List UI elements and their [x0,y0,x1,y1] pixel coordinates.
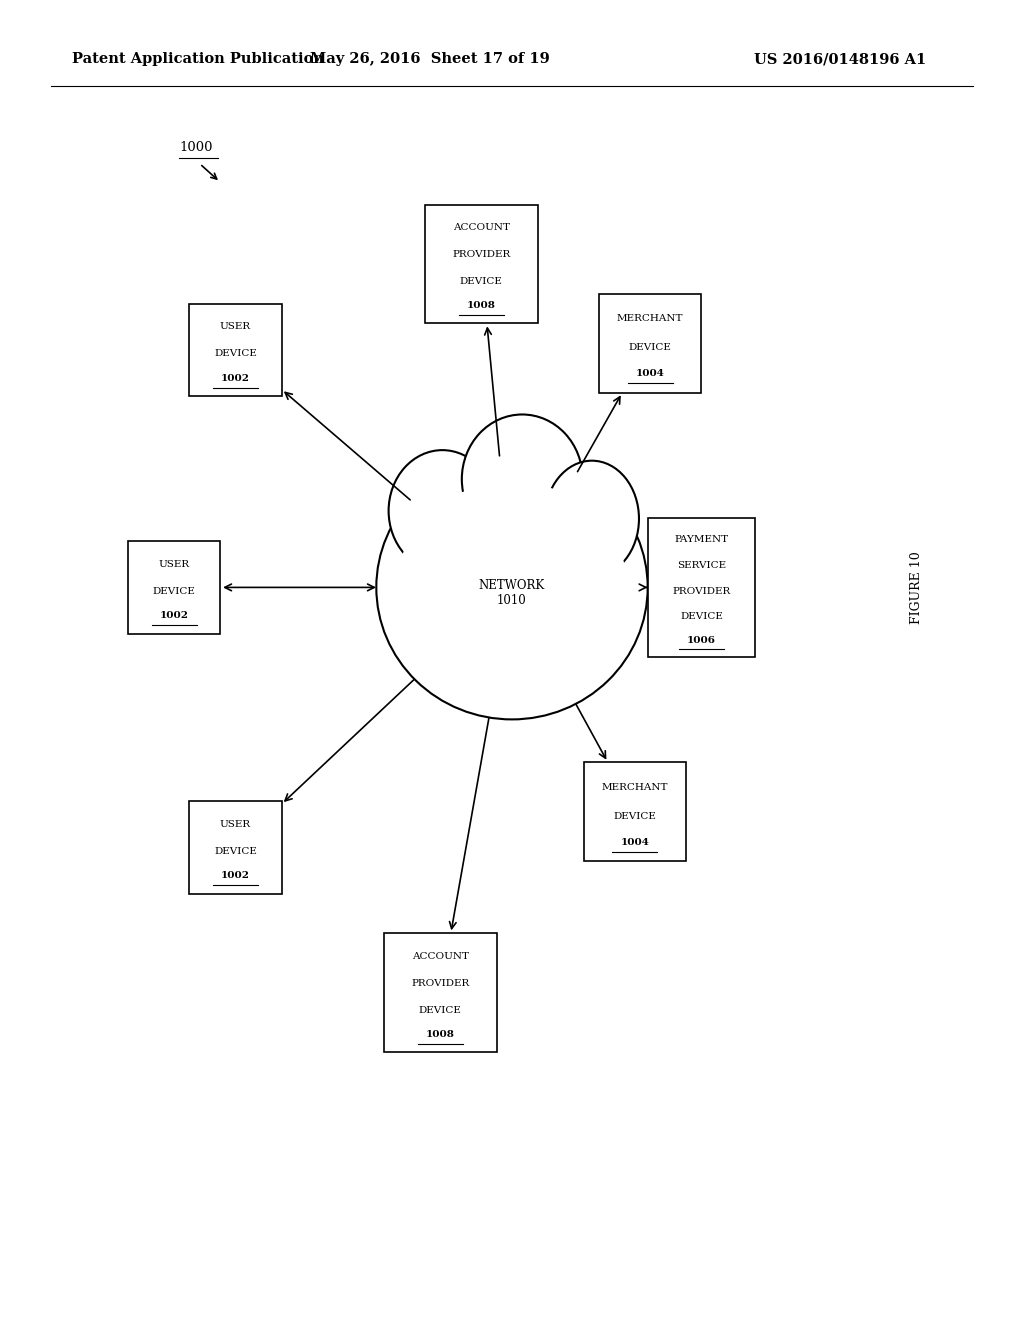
Text: 1008: 1008 [426,1030,455,1039]
Text: MERCHANT: MERCHANT [602,783,668,792]
Text: DEVICE: DEVICE [153,587,196,595]
Ellipse shape [389,450,496,572]
Text: PAYMENT: PAYMENT [675,536,728,544]
Text: 1002: 1002 [221,871,250,880]
Text: USER: USER [220,322,251,331]
Text: MERCHANT: MERCHANT [617,314,683,323]
Text: PROVIDER: PROVIDER [673,587,730,595]
FancyBboxPatch shape [128,541,220,634]
Text: 1004: 1004 [636,370,665,379]
Text: 1004: 1004 [621,838,649,847]
FancyBboxPatch shape [189,801,282,894]
Text: 1002: 1002 [221,374,250,383]
Ellipse shape [545,461,639,577]
Text: DEVICE: DEVICE [460,277,503,286]
Ellipse shape [377,455,648,719]
Text: DEVICE: DEVICE [419,1006,462,1015]
Text: SERVICE: SERVICE [677,561,726,570]
Text: 1006: 1006 [687,635,716,644]
FancyBboxPatch shape [648,517,756,656]
FancyBboxPatch shape [189,304,282,396]
Text: USER: USER [159,560,189,569]
Text: DEVICE: DEVICE [214,350,257,358]
Text: 1000: 1000 [179,141,213,154]
FancyBboxPatch shape [425,205,538,323]
Ellipse shape [462,414,583,544]
Text: 1002: 1002 [160,611,188,620]
Text: DEVICE: DEVICE [613,812,656,821]
FancyBboxPatch shape [584,762,686,861]
Text: DEVICE: DEVICE [214,847,257,855]
Text: PROVIDER: PROVIDER [453,249,510,259]
FancyBboxPatch shape [384,933,497,1052]
Text: PROVIDER: PROVIDER [412,978,469,987]
Text: ACCOUNT: ACCOUNT [412,952,469,961]
Text: May 26, 2016  Sheet 17 of 19: May 26, 2016 Sheet 17 of 19 [310,53,550,66]
Text: USER: USER [220,820,251,829]
Text: DEVICE: DEVICE [629,343,672,352]
Text: 1008: 1008 [467,301,496,310]
Text: ACCOUNT: ACCOUNT [453,223,510,232]
Text: US 2016/0148196 A1: US 2016/0148196 A1 [754,53,926,66]
Text: DEVICE: DEVICE [680,612,723,622]
Text: FIGURE 10: FIGURE 10 [910,550,923,624]
Text: Patent Application Publication: Patent Application Publication [72,53,324,66]
Ellipse shape [397,482,627,693]
Text: NETWORK
1010: NETWORK 1010 [479,578,545,607]
FancyBboxPatch shape [599,294,701,393]
